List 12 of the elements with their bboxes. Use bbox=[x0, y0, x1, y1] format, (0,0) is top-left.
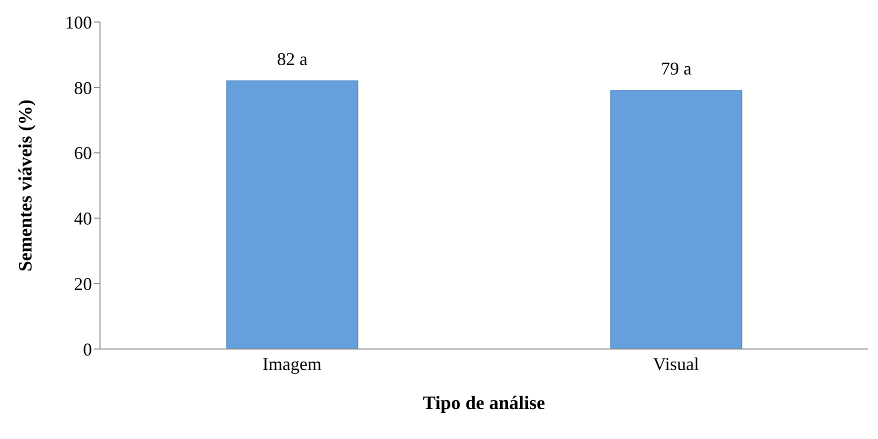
y-tick-label: 40 bbox=[74, 208, 92, 229]
x-axis-title: Tipo de análise bbox=[422, 393, 546, 414]
data-label: 82 a bbox=[276, 48, 308, 69]
y-tick-label: 0 bbox=[83, 339, 92, 360]
x-tick-label: Visual bbox=[653, 354, 699, 374]
data-label: 79 a bbox=[660, 58, 692, 79]
x-tick-label: Imagem bbox=[262, 354, 322, 374]
y-tick-label: 100 bbox=[65, 12, 92, 32]
y-axis-title: Sementes viáveis (%) bbox=[16, 99, 37, 272]
y-tick-label: 20 bbox=[74, 274, 92, 294]
y-tick-label: 80 bbox=[74, 78, 92, 98]
y-tick-label: 60 bbox=[74, 143, 92, 164]
